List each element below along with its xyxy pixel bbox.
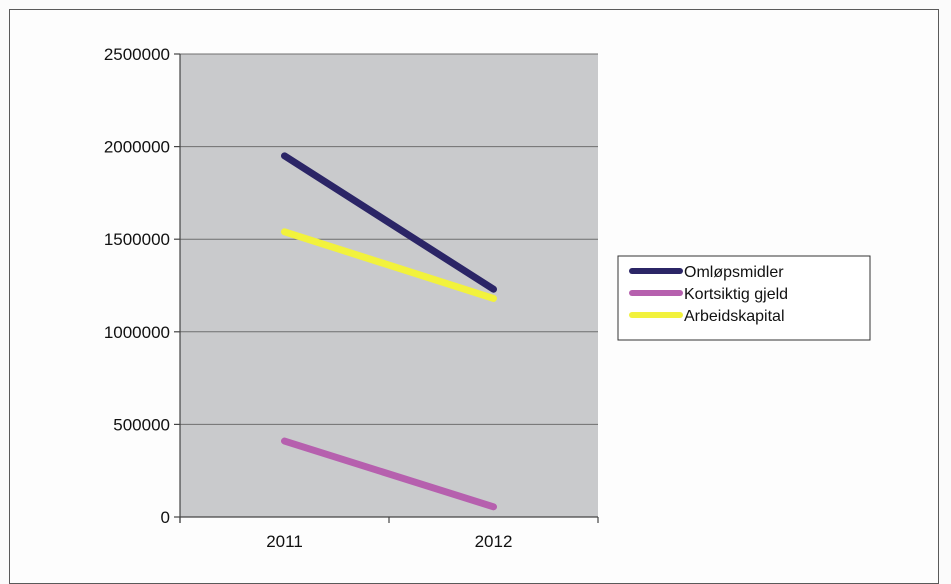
gridlines <box>180 53 598 425</box>
y-tick-label: 0 <box>161 508 170 527</box>
y-tick-label: 1000000 <box>104 323 170 342</box>
legend: Omløpsmidler Kortsiktig gjeld Arbeidskapit… <box>617 255 871 341</box>
legend-label: Omløpsmidler <box>684 264 784 281</box>
y-tick-label: 2000000 <box>104 138 170 157</box>
y-tick-label: 1500000 <box>104 230 170 249</box>
x-tick-label: 2011 <box>266 532 303 551</box>
series-line-3 <box>281 228 497 302</box>
y-tick-label: 500000 <box>113 415 170 434</box>
y-tick-label: 2500000 <box>104 45 170 64</box>
x-tick-label: 2012 <box>475 532 513 551</box>
chart-frame: 0 500000 1000000 1500000 2000000 2500000 2011 2… <box>9 9 939 584</box>
plot-area <box>180 54 598 517</box>
legend-label: Kortsiktig gjeld <box>684 286 788 303</box>
line-chart: 0 500000 1000000 1500000 2000000 2500000 2011 2… <box>104 45 871 551</box>
series-lines <box>281 152 497 511</box>
series-line-1 <box>281 152 497 293</box>
axes: 0 500000 1000000 1500000 2000000 2500000 2011 2… <box>104 45 599 551</box>
series-line-2 <box>281 437 497 511</box>
legend-label: Arbeidskapital <box>684 308 785 325</box>
